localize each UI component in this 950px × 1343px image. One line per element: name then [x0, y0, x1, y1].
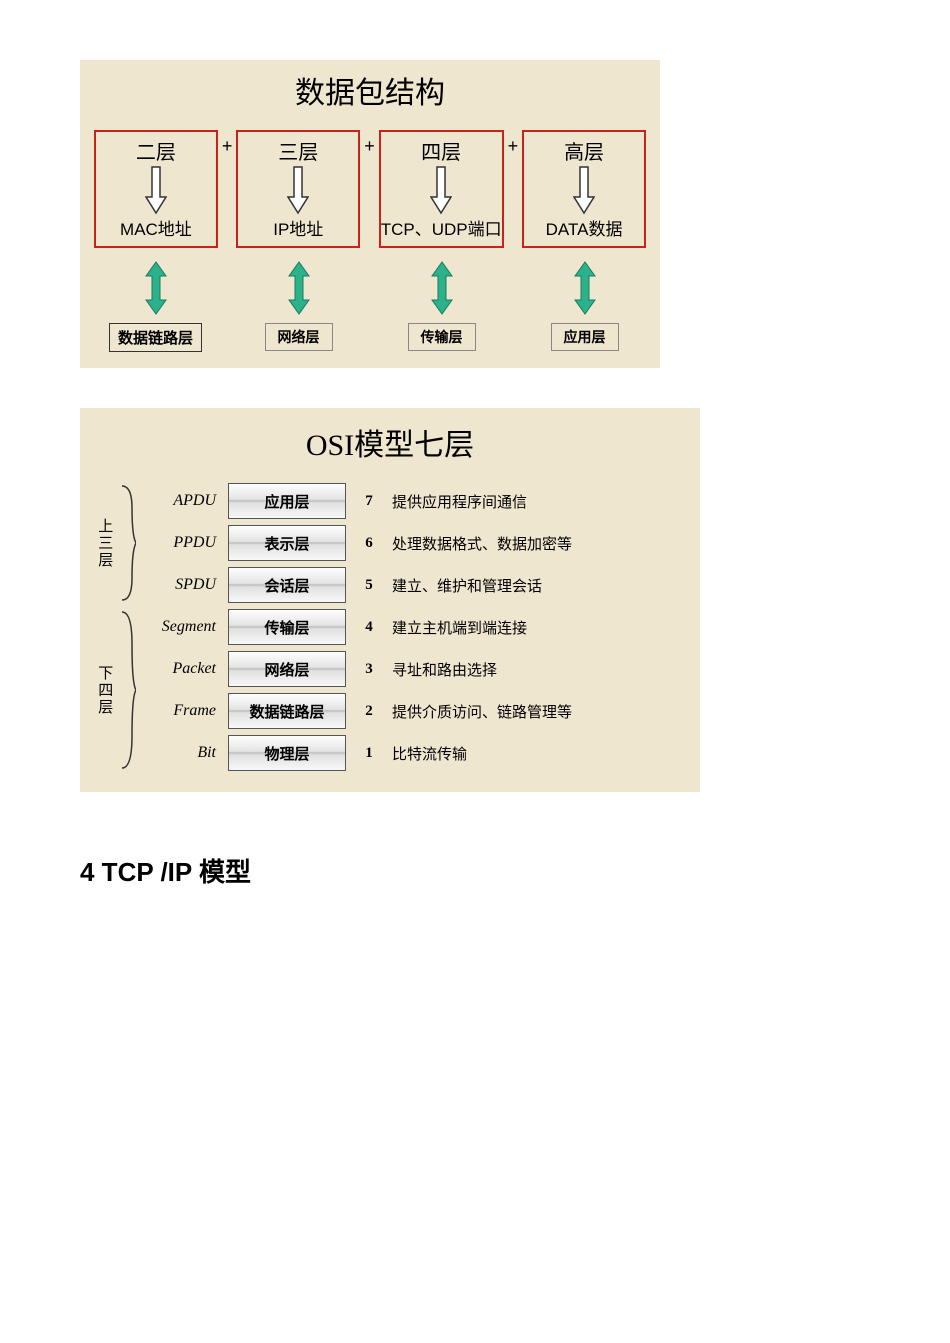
- pdu-label: Bit: [142, 744, 216, 762]
- packet-col-2: 四层 TCP、UDP端口: [379, 130, 504, 248]
- osi-body: 上三层 下四层 APDU 应用层 7 提供应用程序间通信 PPDU: [90, 480, 690, 774]
- osi-layer-desc: 处理数据格式、数据加密等: [392, 533, 690, 554]
- packet-col-3: 高层 DATA数据: [522, 130, 646, 248]
- up-down-arrow-icon: [285, 260, 313, 321]
- packet-col-0: 二层 MAC地址: [94, 130, 218, 248]
- packet-top-label: 二层: [136, 136, 176, 165]
- brace-icon: [118, 606, 136, 774]
- pdu-label: APDU: [142, 492, 216, 510]
- osi-layer-desc: 建立、维护和管理会话: [392, 575, 690, 596]
- osi-layer-desc: 建立主机端到端连接: [392, 617, 690, 638]
- layer-label: 数据链路层: [109, 323, 202, 352]
- osi-row: Bit 物理层 1 比特流传输: [142, 732, 690, 774]
- packet-structure-diagram: 数据包结构 二层 MAC地址 + 三层 IP地址 + 四层 TCP、UDP端口: [80, 60, 660, 368]
- down-arrow-icon: [145, 165, 167, 215]
- layer-col-0: 数据链路层: [94, 254, 217, 352]
- osi-table: APDU 应用层 7 提供应用程序间通信 PPDU 表示层 6 处理数据格式、数…: [142, 480, 690, 774]
- osi-layer-num: 4: [358, 619, 380, 636]
- osi-group-label: 下四层: [96, 665, 113, 716]
- osi-row: Frame 数据链路层 2 提供介质访问、链路管理等: [142, 690, 690, 732]
- up-down-arrow-icon: [428, 260, 456, 321]
- osi-layer-box: 应用层: [228, 483, 346, 519]
- pdu-label: Packet: [142, 660, 216, 678]
- osi-layer-desc: 提供应用程序间通信: [392, 491, 690, 512]
- packet-bottom-label: TCP、UDP端口: [381, 215, 502, 240]
- osi-group-lower: 下四层: [90, 606, 142, 774]
- osi-layer-num: 5: [358, 577, 380, 594]
- osi-layer-num: 6: [358, 535, 380, 552]
- packet-top-label: 高层: [564, 136, 604, 165]
- layer-col-1: 网络层: [237, 254, 360, 352]
- osi-row: SPDU 会话层 5 建立、维护和管理会话: [142, 564, 690, 606]
- osi-layer-num: 1: [358, 745, 380, 762]
- osi-layer-box: 传输层: [228, 609, 346, 645]
- diagram1-title: 数据包结构: [80, 60, 660, 130]
- plus-separator: +: [360, 130, 379, 248]
- osi-layer-box: 数据链路层: [228, 693, 346, 729]
- layer-label: 应用层: [551, 323, 619, 351]
- osi-layer-box: 表示层: [228, 525, 346, 561]
- osi-layer-desc: 提供介质访问、链路管理等: [392, 701, 690, 722]
- pdu-label: Segment: [142, 618, 216, 636]
- layer-label: 传输层: [408, 323, 476, 351]
- osi-layer-desc: 寻址和路由选择: [392, 659, 690, 680]
- packet-box: 二层 MAC地址: [94, 130, 218, 248]
- pdu-label: Frame: [142, 702, 216, 720]
- packet-upper-row: 二层 MAC地址 + 三层 IP地址 + 四层 TCP、UDP端口 + 高层: [80, 130, 660, 254]
- down-arrow-icon: [287, 165, 309, 215]
- section-heading: 4 TCP /IP 模型: [80, 852, 870, 889]
- packet-layer-row: 数据链路层 网络层 传输层 应用层: [80, 254, 660, 368]
- osi-row: Packet 网络层 3 寻址和路由选择: [142, 648, 690, 690]
- down-arrow-icon: [573, 165, 595, 215]
- osi-group-upper: 上三层: [90, 480, 142, 606]
- osi-layer-desc: 比特流传输: [392, 743, 690, 764]
- osi-layer-box: 物理层: [228, 735, 346, 771]
- osi-row: Segment 传输层 4 建立主机端到端连接: [142, 606, 690, 648]
- packet-top-label: 三层: [278, 136, 318, 165]
- diagram2-title: OSI模型七层: [90, 416, 690, 480]
- plus-separator: +: [504, 130, 523, 248]
- down-arrow-icon: [430, 165, 452, 215]
- osi-layer-num: 3: [358, 661, 380, 678]
- pdu-label: SPDU: [142, 576, 216, 594]
- osi-layer-box: 网络层: [228, 651, 346, 687]
- packet-col-1: 三层 IP地址: [236, 130, 360, 248]
- packet-bottom-label: DATA数据: [546, 215, 623, 240]
- plus-separator: +: [218, 130, 237, 248]
- osi-row: PPDU 表示层 6 处理数据格式、数据加密等: [142, 522, 690, 564]
- up-down-arrow-icon: [142, 260, 170, 321]
- spacer: [503, 254, 523, 352]
- packet-bottom-label: MAC地址: [120, 215, 192, 240]
- packet-top-label: 四层: [421, 136, 461, 165]
- osi-layer-box: 会话层: [228, 567, 346, 603]
- packet-bottom-label: IP地址: [273, 215, 323, 240]
- osi-group-label: 上三层: [96, 518, 113, 569]
- layer-col-3: 应用层: [523, 254, 646, 352]
- brace-icon: [118, 480, 136, 606]
- spacer: [217, 254, 237, 352]
- layer-label: 网络层: [265, 323, 333, 351]
- packet-box: 高层 DATA数据: [522, 130, 646, 248]
- layer-col-2: 传输层: [380, 254, 503, 352]
- packet-box: 四层 TCP、UDP端口: [379, 130, 504, 248]
- osi-model-diagram: OSI模型七层 上三层 下四层 APDU 应用层 7 提供应用程序间通信: [80, 408, 700, 792]
- packet-box: 三层 IP地址: [236, 130, 360, 248]
- osi-row: APDU 应用层 7 提供应用程序间通信: [142, 480, 690, 522]
- up-down-arrow-icon: [571, 260, 599, 321]
- osi-layer-num: 7: [358, 493, 380, 510]
- pdu-label: PPDU: [142, 534, 216, 552]
- spacer: [360, 254, 380, 352]
- osi-groups-column: 上三层 下四层: [90, 480, 142, 774]
- osi-layer-num: 2: [358, 703, 380, 720]
